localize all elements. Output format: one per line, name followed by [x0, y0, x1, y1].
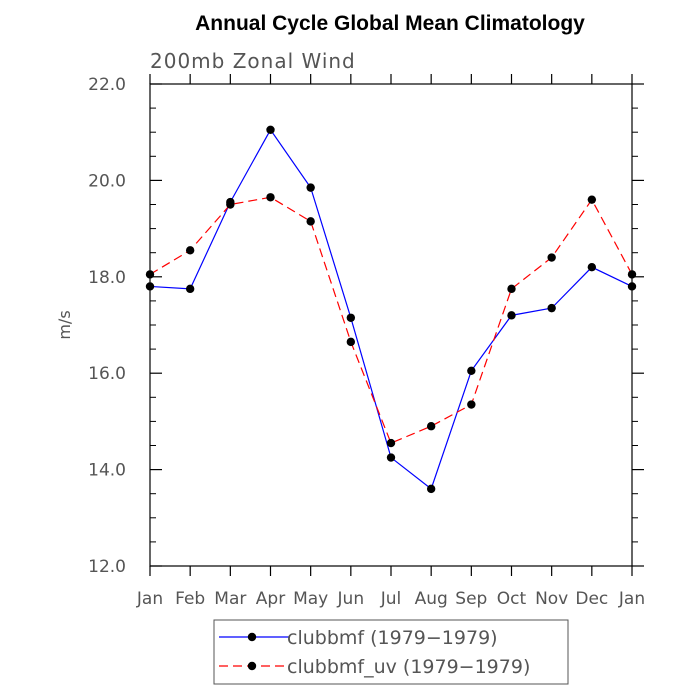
series-1-point: [426, 484, 436, 494]
x-tick-label: Jul: [380, 589, 402, 609]
series-2-point: [627, 270, 637, 279]
x-tick-label: Apr: [256, 589, 285, 609]
series-2-point: [226, 200, 235, 209]
series-1-point: [547, 303, 556, 313]
series-1-point: [145, 282, 155, 291]
series-2-point: [507, 284, 516, 294]
x-tick-label: Jun: [337, 589, 365, 609]
y-tick-label: 12.0: [88, 557, 126, 577]
series-1-point: [346, 313, 356, 322]
series-2-point: [426, 422, 436, 431]
x-tick-label: Feb: [175, 589, 205, 609]
chart-title: Annual Cycle Global Mean Climatology: [195, 12, 585, 35]
x-tick-label: Nov: [535, 589, 568, 609]
legend-label-1: clubbmf (1979−1979): [287, 627, 498, 649]
series-1-point: [185, 284, 195, 294]
series-2-point: [467, 400, 476, 409]
series-2-point: [306, 217, 315, 226]
axis-ticks: 12.0 14.0 16.0 18.0 20.0 22.0 Jan Feb Mar Apr May J…: [88, 74, 645, 609]
series-line-2: [149, 196, 633, 444]
series-lines: [145, 125, 637, 494]
x-tick-label: May: [293, 589, 328, 609]
series-1-point: [306, 183, 315, 192]
series-1-point: [627, 282, 637, 291]
x-tick-label: Jan: [136, 589, 163, 609]
series-line-1: [149, 128, 633, 490]
legend-marker-1: [247, 632, 257, 642]
y-tick-label: 18.0: [88, 268, 126, 288]
series-1-point: [507, 311, 516, 320]
plot-frame: [149, 83, 633, 567]
x-tick-label: Mar: [214, 589, 246, 609]
y-tick-label: 22.0: [88, 75, 126, 95]
y-axis-label: m/s: [55, 310, 74, 339]
chart-subtitle: 200mb Zonal Wind: [150, 49, 356, 73]
series-1-point: [587, 262, 597, 272]
legend-label-2: clubbmf_uv (1979−1979): [287, 656, 530, 678]
y-tick-label: 20.0: [88, 171, 126, 191]
x-tick-label: Jan: [618, 589, 645, 609]
x-tick-label: Sep: [455, 589, 487, 609]
x-tick-label: Dec: [575, 589, 608, 609]
series-2-point: [547, 253, 556, 262]
series-2-point: [185, 246, 195, 255]
y-tick-label: 14.0: [88, 461, 126, 481]
legend: clubbmf (1979−1979) clubbmf_uv (1979−1979…: [213, 619, 569, 685]
x-tick-label: Oct: [497, 589, 527, 609]
y-tick-label: 16.0: [88, 364, 126, 384]
series-1-point: [467, 366, 476, 375]
x-tick-label: Aug: [415, 589, 448, 609]
series-1-point: [386, 453, 396, 462]
series-2-point: [386, 438, 396, 448]
series-2-point: [145, 270, 155, 279]
legend-box: [213, 619, 569, 685]
series-2-point: [587, 195, 597, 204]
series-2-point: [346, 337, 356, 347]
legend-marker-2: [247, 661, 257, 671]
series-2-point: [266, 193, 275, 202]
series-1-point: [266, 125, 275, 134]
